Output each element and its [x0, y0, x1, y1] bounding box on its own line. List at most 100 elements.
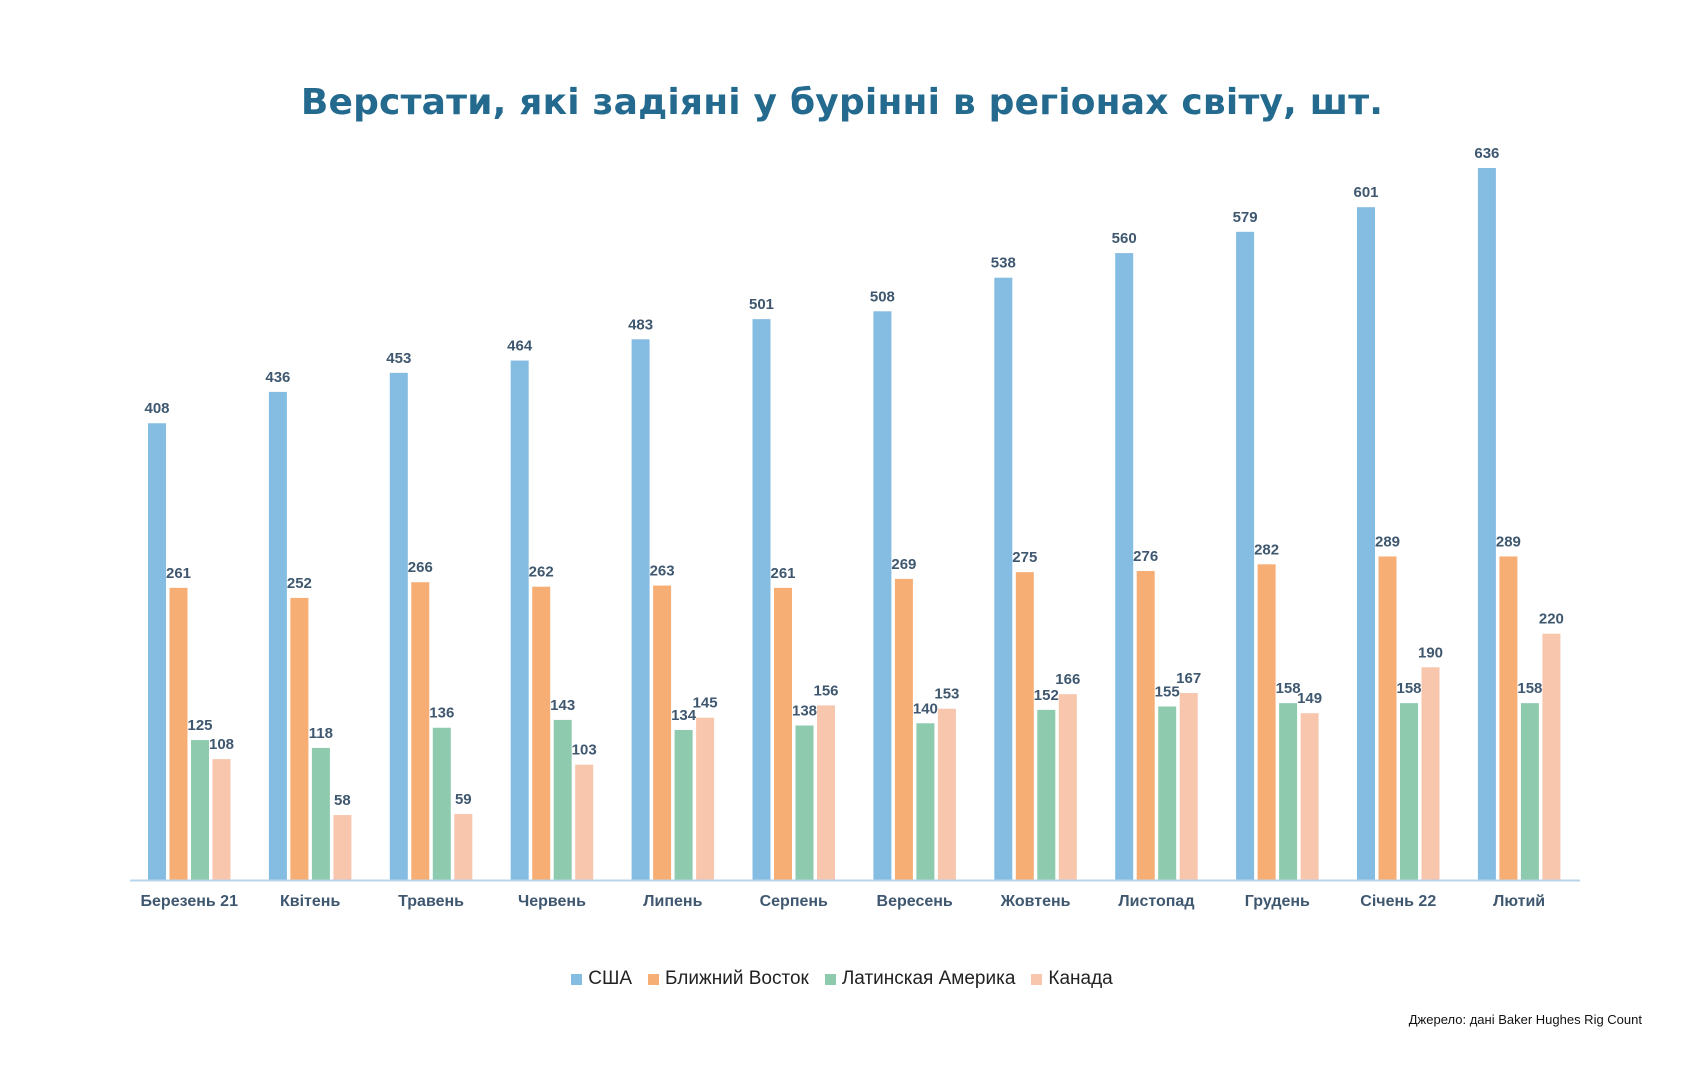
bar-1-5: [631, 339, 650, 880]
bar-4-1: [212, 759, 231, 880]
bar-4-12: [1542, 633, 1561, 880]
data-label-3-9: 155: [1155, 683, 1180, 700]
bar-3-2: [311, 747, 330, 880]
data-label-2-2: 252: [287, 575, 312, 592]
data-label-3-6: 138: [792, 703, 817, 720]
bar-1-6: [752, 319, 771, 880]
data-label-1-1: 408: [144, 400, 169, 417]
legend-label: Латинская Америка: [841, 968, 1016, 989]
data-label-4-7: 153: [934, 686, 959, 703]
x-tick-label: Жовтень: [1000, 893, 1071, 910]
bar-1-3: [389, 372, 408, 880]
bar-3-6: [795, 725, 814, 880]
legend-swatch: [648, 973, 660, 985]
bar-4-7: [937, 708, 956, 880]
bar-1-7: [873, 311, 892, 880]
source-note: Джерело: дані Baker Hughes Rig Count: [1408, 1012, 1642, 1027]
data-label-3-11: 158: [1396, 680, 1421, 697]
x-tick-label: Березень 21: [141, 893, 239, 910]
chart-title: Верстати, які задіяні у бурінні в регіон…: [300, 82, 1384, 123]
bar-3-4: [553, 719, 572, 880]
bar-1-4: [510, 360, 529, 880]
bar-2-5: [653, 585, 672, 880]
x-tick-label: Листопад: [1118, 893, 1194, 910]
data-label-1-4: 464: [507, 338, 533, 355]
data-label-2-8: 275: [1012, 549, 1037, 566]
data-label-2-3: 266: [408, 559, 433, 576]
bar-1-8: [994, 277, 1013, 880]
data-label-2-4: 262: [529, 564, 554, 581]
bar-2-3: [411, 582, 430, 880]
x-tick-label: Травень: [398, 893, 464, 910]
data-label-1-12: 636: [1474, 145, 1499, 162]
legend-item-1: США: [571, 968, 632, 990]
bar-3-5: [674, 729, 693, 880]
bar-2-9: [1136, 571, 1155, 880]
data-label-1-2: 436: [265, 369, 290, 386]
data-label-2-7: 269: [891, 556, 916, 573]
data-label-1-8: 538: [991, 255, 1016, 272]
x-tick-label: Січень 22: [1360, 893, 1436, 910]
bar-2-1: [169, 587, 188, 880]
bar-4-2: [333, 815, 352, 880]
x-tick-label: Серпень: [760, 893, 828, 910]
data-label-3-5: 134: [671, 707, 697, 724]
data-label-1-6: 501: [749, 296, 774, 313]
bar-2-12: [1499, 556, 1518, 880]
data-label-4-10: 149: [1297, 690, 1322, 707]
data-label-2-1: 261: [166, 565, 191, 582]
data-label-3-7: 140: [913, 700, 938, 717]
x-tick-label: Лютий: [1493, 893, 1545, 910]
bar-4-6: [817, 705, 835, 880]
data-label-2-10: 282: [1254, 541, 1279, 558]
legend-label: США: [588, 968, 633, 989]
data-label-1-10: 579: [1233, 209, 1258, 226]
legend-label: Канада: [1048, 968, 1113, 989]
data-label-1-3: 453: [386, 350, 411, 367]
x-tick-label: Вересень: [877, 893, 953, 910]
chart-legend: США Ближний Восток Латинская Америка Канада: [0, 968, 1684, 990]
data-label-1-11: 601: [1353, 184, 1378, 201]
x-tick-label: Квітень: [280, 893, 340, 910]
bar-4-3: [454, 813, 473, 880]
data-label-4-12: 220: [1539, 611, 1564, 628]
bar-1-9: [1115, 253, 1134, 880]
legend-swatch: [1031, 973, 1043, 985]
data-label-2-11: 289: [1375, 533, 1400, 550]
bar-1-12: [1477, 168, 1496, 880]
bar-3-12: [1520, 703, 1539, 880]
data-label-1-9: 560: [1112, 230, 1137, 247]
bar-4-10: [1300, 713, 1319, 880]
x-tick-label: Грудень: [1245, 893, 1310, 910]
data-label-4-5: 145: [693, 695, 718, 712]
data-label-3-12: 158: [1517, 680, 1542, 697]
data-label-2-6: 261: [770, 565, 795, 582]
data-label-4-9: 167: [1176, 670, 1201, 687]
bar-3-7: [916, 723, 935, 880]
bar-2-11: [1378, 556, 1397, 880]
bar-chart: 408 261 125 108 Березень 21 436 252 118 58 Квітен…: [130, 145, 1580, 910]
legend-item-3: Латинская Америка: [824, 968, 1016, 990]
data-label-4-1: 108: [209, 736, 234, 753]
data-label-1-7: 508: [870, 288, 895, 305]
data-label-4-2: 58: [334, 792, 351, 809]
bar-3-9: [1158, 706, 1177, 880]
data-label-4-8: 166: [1055, 671, 1080, 688]
x-tick-label: Червень: [518, 893, 586, 910]
data-label-3-10: 158: [1276, 680, 1301, 697]
data-label-1-5: 483: [628, 316, 653, 333]
bar-4-5: [696, 717, 715, 880]
bar-2-6: [774, 587, 792, 880]
legend-item-2: Ближний Восток: [648, 968, 809, 990]
bar-1-2: [268, 391, 287, 880]
data-label-3-2: 118: [309, 725, 333, 742]
data-label-4-3: 59: [455, 791, 472, 808]
legend-label: Ближний Восток: [665, 968, 809, 989]
x-tick-label: Липень: [643, 893, 702, 910]
bar-2-8: [1015, 572, 1034, 880]
bar-4-11: [1421, 667, 1440, 880]
legend-swatch: [571, 973, 583, 985]
bar-3-3: [432, 727, 451, 880]
data-label-2-9: 276: [1133, 548, 1158, 565]
bar-1-1: [148, 423, 166, 880]
